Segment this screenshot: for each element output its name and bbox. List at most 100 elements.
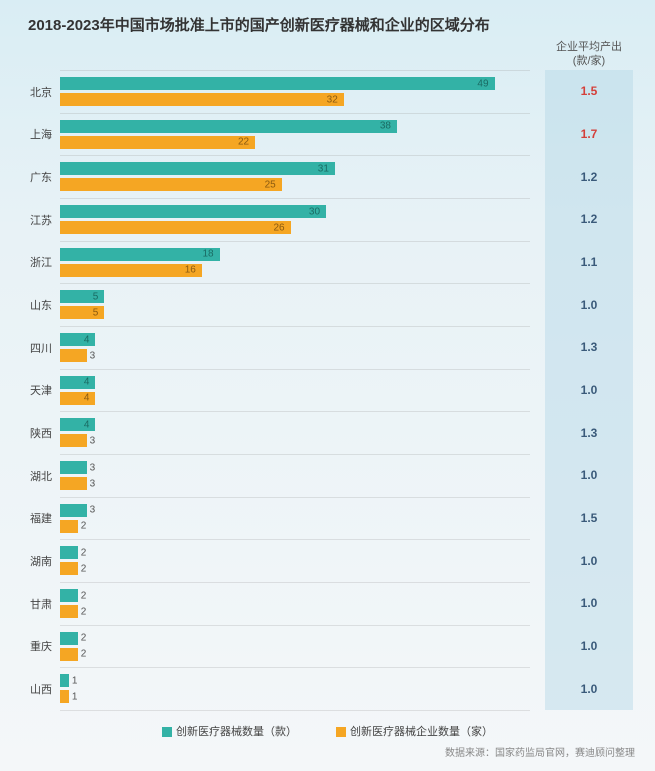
region-label: 四川 [12,340,52,356]
company-count-bar: 32 [60,93,344,106]
region-label: 陕西 [12,425,52,441]
chart-row: 湖北33 [60,454,530,497]
chart-row: 甘肃22 [60,582,530,625]
region-label: 浙江 [12,254,52,270]
device-count-bar: 5 [60,290,104,303]
ratio-column: 1.5 1.7 1.2 1.2 1.1 1.0 1.3 1.0 1.3 1.0 1.5 1.0 1.0 1… [545,70,633,710]
device-count-bar: 4 [60,418,95,431]
bar-value-label: 32 [327,94,338,105]
device-count-bar: 3 [60,504,87,517]
bar-value-label: 2 [81,649,87,660]
company-count-bar: 2 [60,648,78,661]
bar-value-label: 30 [309,206,320,217]
ratio-header-line1: 企业平均产出 [545,40,633,54]
bar-value-label: 25 [265,179,276,190]
chart-row: 四川43 [60,326,530,369]
ratio-value: 1.0 [545,383,633,397]
ratio-value: 1.0 [545,298,633,312]
company-count-bar: 16 [60,264,202,277]
region-label: 山东 [12,297,52,313]
device-count-bar: 2 [60,589,78,602]
legend: 创新医疗器械数量（款） 创新医疗器械企业数量（家） [0,723,655,739]
bar-value-label: 3 [90,350,96,361]
device-count-bar: 4 [60,333,95,346]
device-count-bar: 1 [60,674,69,687]
device-count-bar: 31 [60,162,335,175]
bar-chart: 北京4932上海3822广东3125江苏3026浙江1816山东55四川43天津… [60,70,530,710]
chart-row: 江苏3026 [60,198,530,241]
ratio-value: 1.0 [545,639,633,653]
bar-value-label: 2 [81,547,87,558]
bar-value-label: 26 [273,222,284,233]
bar-value-label: 1 [72,691,78,702]
company-count-bar: 2 [60,520,78,533]
bar-value-label: 4 [84,377,90,388]
ratio-value: 1.1 [545,255,633,269]
bar-value-label: 3 [90,435,96,446]
region-label: 甘肃 [12,596,52,612]
ratio-value: 1.0 [545,682,633,696]
bar-value-label: 2 [81,563,87,574]
company-count-bar: 3 [60,349,87,362]
bar-value-label: 2 [81,521,87,532]
chart-row: 陕西43 [60,411,530,454]
chart-row: 北京4932 [60,70,530,113]
region-label: 北京 [12,84,52,100]
chart-row: 天津44 [60,369,530,412]
ratio-value: 1.2 [545,212,633,226]
legend-item-2: 创新医疗器械企业数量（家） [336,723,493,739]
device-count-bar: 3 [60,461,87,474]
ratio-value: 1.0 [545,596,633,610]
bar-value-label: 4 [84,393,90,404]
ratio-value: 1.5 [545,84,633,98]
bar-value-label: 5 [93,307,99,318]
region-label: 天津 [12,382,52,398]
bar-value-label: 18 [202,249,213,260]
bar-value-label: 2 [81,606,87,617]
region-label: 上海 [12,126,52,142]
device-count-bar: 4 [60,376,95,389]
company-count-bar: 4 [60,392,95,405]
region-label: 湖南 [12,553,52,569]
company-count-bar: 2 [60,562,78,575]
bar-value-label: 5 [93,291,99,302]
chart-row: 上海3822 [60,113,530,156]
bar-value-label: 38 [380,121,391,132]
chart-row: 广东3125 [60,155,530,198]
region-label: 重庆 [12,638,52,654]
legend-item-1: 创新医疗器械数量（款） [162,723,297,739]
ratio-column-header: 企业平均产出 (款/家) [545,40,633,69]
device-count-bar: 49 [60,77,495,90]
ratio-value: 1.2 [545,170,633,184]
ratio-value: 1.7 [545,127,633,141]
legend-label-2: 创新医疗器械企业数量（家） [350,726,493,738]
bar-value-label: 22 [238,137,249,148]
chart-row: 山西11 [60,667,530,710]
bar-value-label: 1 [72,675,78,686]
chart-row: 湖南22 [60,539,530,582]
region-label: 福建 [12,510,52,526]
bar-value-label: 2 [81,590,87,601]
bar-value-label: 4 [84,334,90,345]
ratio-header-line2: (款/家) [545,54,633,68]
company-count-bar: 1 [60,690,69,703]
region-label: 湖北 [12,468,52,484]
data-source: 数据来源：国家药监局官网，赛迪顾问整理 [445,744,635,759]
bar-value-label: 3 [90,478,96,489]
bar-value-label: 3 [90,462,96,473]
company-count-bar: 25 [60,178,282,191]
ratio-value: 1.5 [545,511,633,525]
device-count-bar: 38 [60,120,397,133]
ratio-value: 1.0 [545,468,633,482]
company-count-bar: 22 [60,136,255,149]
region-label: 山西 [12,681,52,697]
legend-swatch-2 [336,727,346,737]
device-count-bar: 30 [60,205,326,218]
ratio-value: 1.3 [545,340,633,354]
device-count-bar: 2 [60,546,78,559]
company-count-bar: 3 [60,434,87,447]
chart-row: 重庆22 [60,625,530,668]
ratio-value: 1.3 [545,426,633,440]
bar-value-label: 4 [84,419,90,430]
bar-value-label: 16 [185,265,196,276]
